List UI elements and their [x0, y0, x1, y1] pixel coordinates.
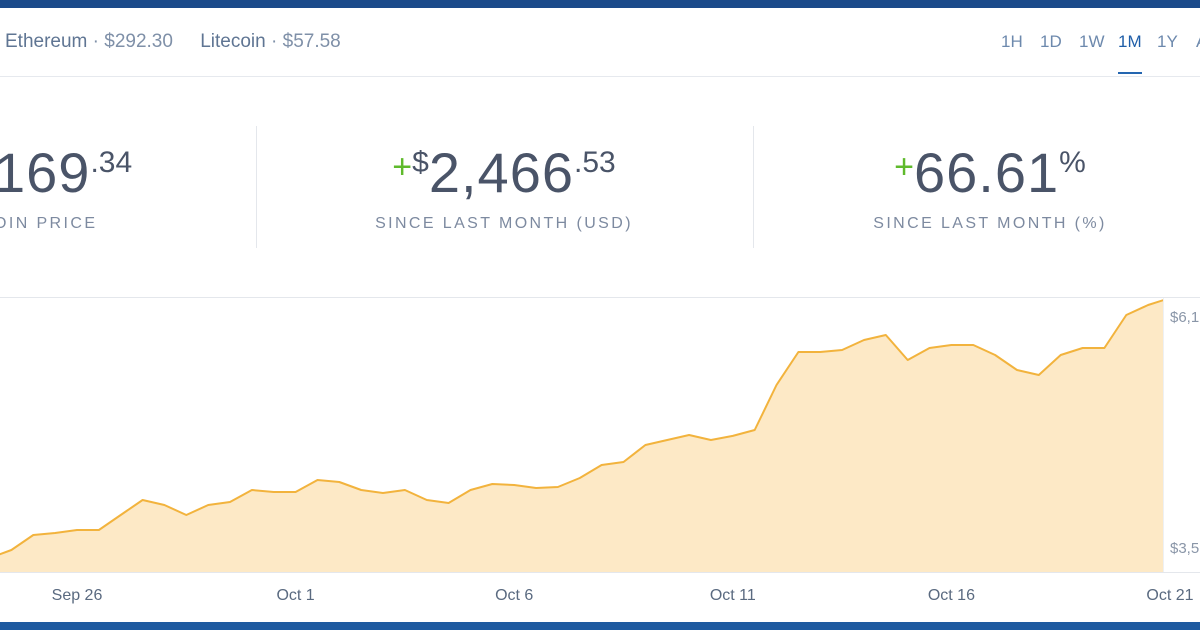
stat-label: SINCE LAST MONTH (%) [873, 215, 1107, 232]
stat-label: OIN PRICE [0, 215, 98, 232]
x-tick-label: Oct 16 [928, 587, 975, 604]
stat-sign: + [392, 148, 413, 186]
divider [256, 126, 257, 248]
price-area [0, 300, 1163, 572]
stat-value: 2,466 [428, 141, 574, 204]
ticker-name: Ethereum [5, 31, 88, 52]
stat: 169.34 OIN PRICE [0, 140, 132, 233]
x-tick-label: Oct 11 [710, 587, 756, 604]
stat: +$2,466.53 SINCE LAST MONTH (USD) [284, 140, 724, 233]
range-tab[interactable]: 1Y [1157, 32, 1178, 51]
top-bar [0, 0, 1200, 8]
stat-cents: .53 [573, 146, 616, 179]
tickers: Ethereum · $292.30 Litecoin · $57.58 [5, 31, 363, 53]
x-tick-label: Oct 1 [276, 587, 314, 604]
bottom-bar [0, 622, 1200, 630]
ticker[interactable]: Ethereum · $292.30 [5, 31, 173, 52]
x-tick-label: Oct 6 [495, 587, 533, 604]
x-tick-label: Sep 26 [52, 587, 103, 604]
range-tab[interactable]: 1H [1001, 32, 1023, 51]
stat-cents: .34 [90, 146, 133, 179]
stat-value: 66.61 [914, 141, 1060, 204]
range-tab[interactable]: 1W [1079, 32, 1105, 51]
ticker-name: Litecoin [200, 31, 266, 52]
divider [0, 76, 1200, 77]
stat: +66.61% SINCE LAST MONTH (%) [770, 140, 1200, 233]
ticker-price: · $292.30 [92, 31, 173, 52]
x-tick-label: Oct 21 [1146, 587, 1193, 604]
stat-label: SINCE LAST MONTH (USD) [375, 215, 633, 232]
stat-value: 169 [0, 141, 91, 204]
range-tab[interactable]: 1D [1040, 32, 1062, 51]
price-line [0, 299, 1163, 556]
plot [0, 299, 1163, 572]
ticker-price: · $57.58 [271, 31, 341, 52]
stat-currency: $ [412, 146, 429, 179]
divider [753, 126, 754, 248]
y-tick-label: $6,1 [1170, 309, 1199, 326]
y-tick-label: $3,5 [1170, 540, 1199, 557]
ticker[interactable]: Litecoin · $57.58 [200, 31, 341, 52]
range-tab[interactable]: A [1196, 32, 1200, 76]
stat-unit: % [1059, 146, 1086, 179]
stat-sign: + [894, 148, 915, 186]
range-tab[interactable]: 1M [1118, 32, 1157, 76]
